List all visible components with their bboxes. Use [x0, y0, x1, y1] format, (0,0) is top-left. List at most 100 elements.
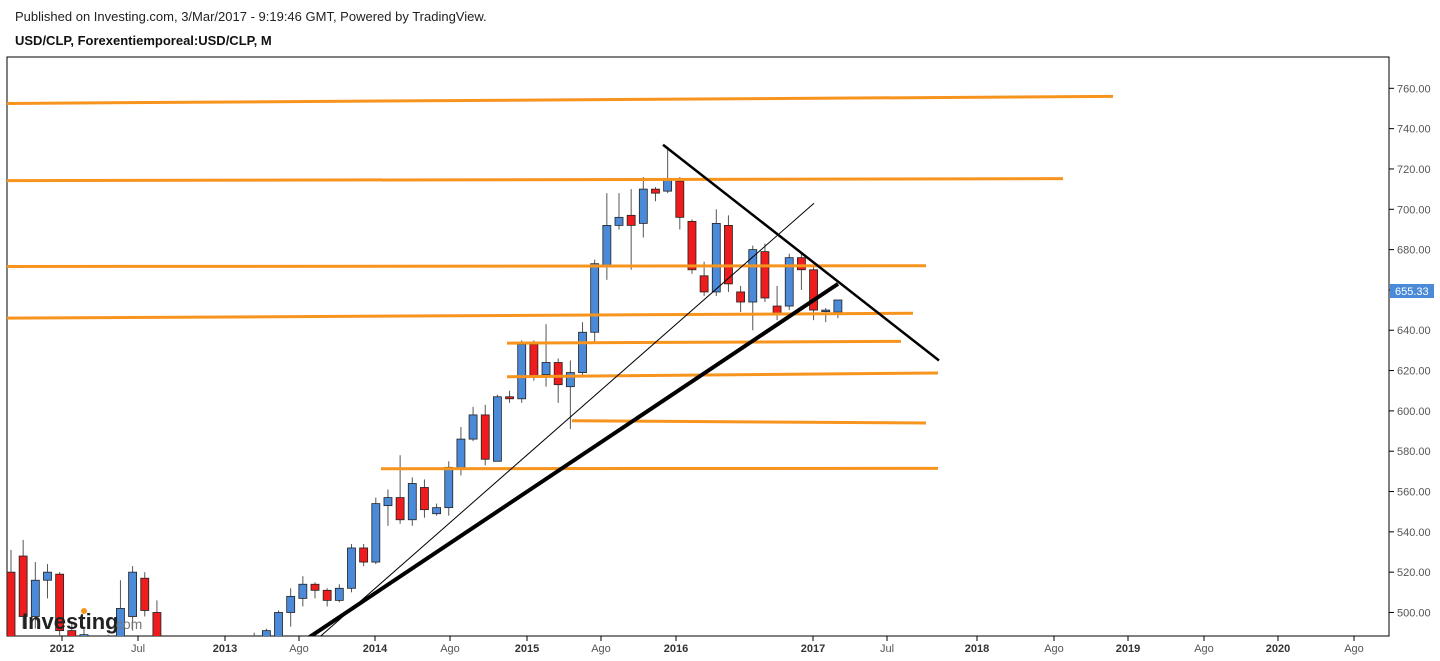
- candle-body: [468, 414, 478, 440]
- candle-body: [407, 483, 417, 521]
- candle-body: [492, 396, 502, 462]
- candle-body: [334, 587, 344, 601]
- candle-body: [517, 343, 527, 400]
- support-line: [506, 371, 939, 379]
- candle-body: [92, 647, 100, 651]
- x-tick-label: 2020: [1266, 643, 1290, 655]
- candle-body: [30, 579, 40, 617]
- candle-body: [821, 309, 831, 312]
- current-price-label: 655.33: [1395, 286, 1429, 298]
- support-line: [6, 311, 914, 320]
- candle-body: [261, 630, 271, 636]
- x-tick-label: Ago: [289, 643, 309, 655]
- candle-body: [553, 362, 563, 386]
- candle-body: [784, 257, 794, 307]
- candle-body: [79, 634, 89, 636]
- candle-body: [104, 639, 112, 641]
- y-tick-label: 560.00: [1397, 487, 1431, 499]
- candle-body: [420, 487, 429, 511]
- candle-body: [67, 630, 77, 636]
- current-price-tag: 655.33: [1390, 284, 1434, 298]
- candle-body: [43, 571, 52, 581]
- candle-body: [432, 507, 442, 515]
- x-tick-label: Ago: [1194, 643, 1214, 655]
- candle-body: [736, 291, 745, 303]
- trend-line: [307, 282, 840, 636]
- x-tick-label: Ago: [591, 643, 611, 655]
- logo-text: Investing: [22, 609, 119, 634]
- y-tick-label: 520.00: [1397, 567, 1431, 579]
- candle-body: [626, 214, 636, 226]
- investing-logo: Investing .com: [22, 608, 142, 634]
- logo-dot-icon: [81, 608, 87, 614]
- candle-body: [505, 396, 514, 400]
- candle-body: [748, 249, 758, 303]
- x-tick-label: Ago: [1044, 643, 1064, 655]
- published-caption: Published on Investing.com, 3/Mar/2017 -…: [15, 9, 487, 24]
- candle-body: [116, 608, 125, 636]
- candle-body: [638, 188, 648, 224]
- candle-body: [238, 645, 246, 647]
- candle-body: [480, 414, 490, 460]
- candle-body: [809, 269, 818, 311]
- candle-body: [152, 612, 162, 636]
- x-tick-label: 2016: [664, 643, 688, 655]
- candle-body: [565, 372, 575, 388]
- candle-body: [699, 275, 709, 293]
- candle-body: [274, 612, 283, 636]
- candle-body: [55, 573, 65, 632]
- current-price-box: [1390, 284, 1434, 298]
- y-axis: 760.00740.00720.00700.00680.00660.00640.…: [1389, 83, 1431, 619]
- candle-body: [711, 222, 721, 293]
- candles-group: [7, 146, 843, 651]
- candle-body: [456, 438, 466, 470]
- candle-body: [602, 225, 612, 267]
- candle-body: [202, 643, 210, 645]
- candle-body: [298, 583, 308, 599]
- candle-body: [140, 577, 150, 611]
- candle-body: [675, 180, 685, 218]
- x-tick-label: 2013: [213, 643, 237, 655]
- y-tick-label: 620.00: [1397, 366, 1431, 378]
- candle-body: [177, 643, 185, 645]
- candle-body: [833, 299, 843, 313]
- candle-body: [724, 225, 733, 285]
- x-tick-label: 2019: [1116, 643, 1140, 655]
- candle-body: [18, 555, 28, 617]
- trend-line: [320, 202, 815, 636]
- y-tick-label: 600.00: [1397, 406, 1431, 418]
- candle-body: [578, 331, 587, 373]
- y-tick-label: 680.00: [1397, 245, 1431, 257]
- y-tick-label: 500.00: [1397, 607, 1431, 619]
- candle-body: [590, 263, 600, 333]
- y-tick-label: 720.00: [1397, 164, 1431, 176]
- candle-body: [189, 645, 197, 647]
- logo-suffix: .com: [112, 616, 142, 632]
- x-tick-label: 2014: [363, 643, 388, 655]
- candle-body: [614, 216, 624, 226]
- support-line: [506, 339, 902, 345]
- candle-body: [310, 583, 320, 591]
- candle-body: [322, 589, 332, 601]
- x-tick-label: Ago: [440, 643, 460, 655]
- trend-line: [662, 143, 940, 362]
- candle-body: [760, 251, 770, 299]
- support-lines-group: [6, 94, 1114, 471]
- support-line: [6, 177, 1064, 183]
- candle-body: [395, 497, 405, 521]
- candle-body: [444, 466, 454, 509]
- x-tick-label: Jul: [880, 643, 894, 655]
- candle-body: [359, 547, 369, 563]
- trend-lines-group: [307, 143, 940, 636]
- candle-body: [529, 343, 539, 378]
- candle-body: [128, 571, 138, 617]
- y-tick-label: 640.00: [1397, 325, 1431, 337]
- candle-body: [541, 362, 551, 375]
- chart-frame: [6, 56, 1390, 637]
- candle-body: [797, 257, 806, 271]
- candle-body: [165, 641, 173, 643]
- y-tick-label: 580.00: [1397, 446, 1431, 458]
- y-tick-label: 700.00: [1397, 204, 1431, 216]
- y-tick-label: 760.00: [1397, 83, 1431, 95]
